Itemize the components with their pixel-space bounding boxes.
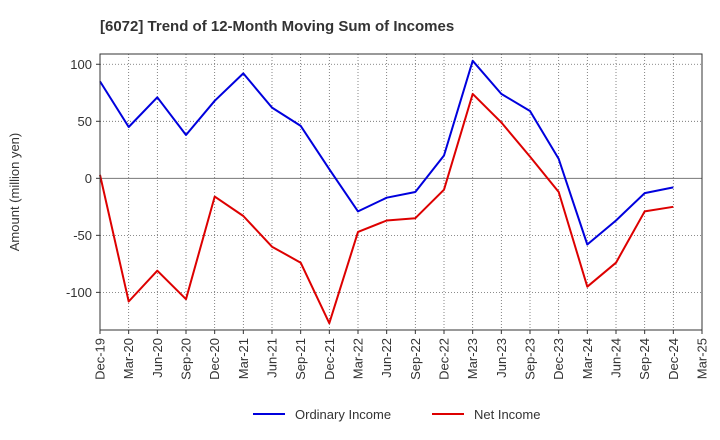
x-tick-label: Dec-19 [93,338,108,380]
x-tick-label: Dec-23 [551,338,566,380]
y-tick-label: -50 [73,228,92,243]
legend-label-ordinary-income: Ordinary Income [295,407,391,422]
x-tick-label: Mar-20 [121,338,136,379]
x-tick-label: Dec-24 [666,338,681,380]
x-tick-label: Sep-20 [179,338,194,380]
x-tick-label: Mar-25 [695,338,710,379]
x-tick-label: Mar-24 [580,338,595,379]
plot-frame [99,53,703,331]
y-tick-label: 100 [70,57,92,72]
x-tick-label: Mar-23 [465,338,480,379]
x-tick-label: Dec-22 [437,338,452,380]
x-tick-label: Mar-22 [351,338,366,379]
x-axis-ticks: Dec-19 Mar-20 Jun-20 Sep-20 Dec-20 Mar-21 Jun-… [93,330,710,380]
x-tick-label: Mar-21 [236,338,251,379]
x-tick-label: Sep-24 [637,338,652,380]
series-lines [99,59,674,325]
x-tick-label: Sep-21 [293,338,308,380]
legend-label-net-income: Net Income [474,407,540,422]
legend: Ordinary Income Net Income [253,407,540,422]
x-tick-label: Jun-24 [609,338,624,378]
x-tick-label: Jun-20 [150,338,165,378]
x-tick-label: Sep-23 [523,338,538,380]
y-axis-label: Amount (million yen) [7,133,22,252]
y-tick-label: -100 [66,285,92,300]
chart-title: [6072] Trend of 12-Month Moving Sum of I… [100,18,454,35]
net-income-line [99,92,674,325]
x-tick-label: Dec-21 [322,338,337,380]
grid-lines [100,54,702,330]
x-tick-label: Jun-21 [265,338,280,378]
y-tick-label: 50 [78,114,92,129]
x-tick-label: Jun-23 [494,338,509,378]
ordinary-income-line [99,59,674,246]
x-tick-label: Jun-22 [379,338,394,378]
y-tick-label: 0 [85,171,92,186]
y-axis-ticks: 100 50 0 -50 -100 [66,57,100,300]
x-tick-label: Sep-22 [408,338,423,380]
x-tick-label: Dec-20 [207,338,222,380]
